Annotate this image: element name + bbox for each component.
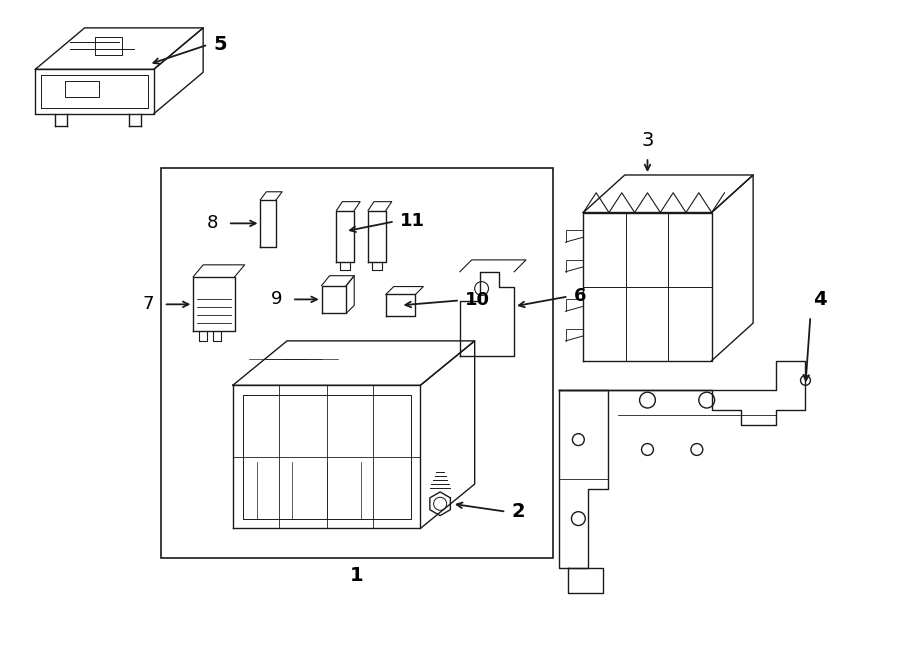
Text: 8: 8 [207,214,218,233]
Text: 1: 1 [350,566,364,586]
Text: 2: 2 [511,502,525,521]
Text: 7: 7 [142,295,154,313]
Text: 6: 6 [573,288,586,305]
Text: 3: 3 [642,132,653,150]
Text: 4: 4 [814,290,827,309]
Text: 11: 11 [400,212,425,231]
Text: 5: 5 [213,35,227,54]
Bar [161,168,553,558]
Text: 10: 10 [464,292,490,309]
Text: 9: 9 [271,290,282,309]
